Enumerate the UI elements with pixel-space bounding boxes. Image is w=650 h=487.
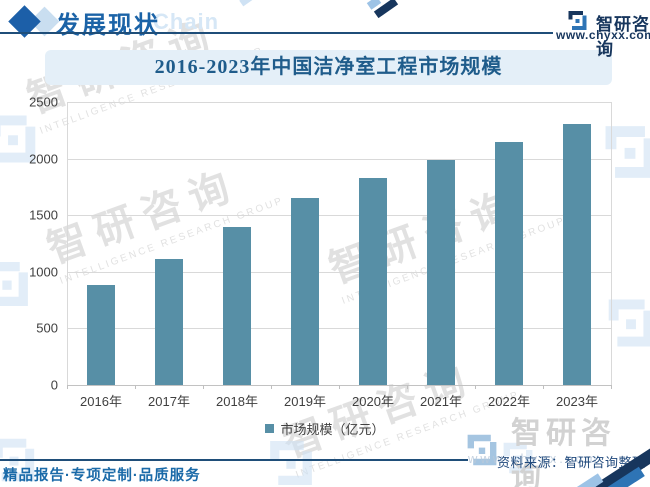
- gridline: [67, 102, 611, 103]
- gridline: [67, 328, 611, 330]
- bar-2020年: [359, 177, 387, 385]
- gridline: [67, 215, 611, 217]
- axis-tick: [611, 385, 612, 389]
- y-tick-label: 1500: [29, 207, 58, 223]
- legend-swatch-icon: [265, 424, 275, 433]
- brand-name: 智研咨询: [596, 15, 650, 59]
- axis-tick: [407, 385, 408, 389]
- chart-title: 2016-2023年中国洁净室工程市场规模: [45, 50, 612, 85]
- bar-2018年: [223, 226, 251, 385]
- x-tick-label: 2020年: [352, 394, 394, 409]
- section-title: 发展现状: [56, 12, 160, 39]
- x-tick-label: 2017年: [148, 394, 190, 409]
- axis-tick: [203, 385, 204, 389]
- y-axis: 0 500 1000 1500 2000 2500: [0, 95, 58, 393]
- plot-right-border: [611, 102, 612, 385]
- x-tick-label: 2018年: [216, 394, 258, 409]
- brand-url-link[interactable]: www.chyxx.com: [556, 28, 650, 42]
- chain-watermark-text: Chain: [153, 9, 220, 34]
- x-tick-label: 2016年: [80, 394, 122, 409]
- x-tick-label: 2022年: [488, 394, 530, 409]
- brand-logo-icon: [565, 8, 590, 38]
- bar-2017年: [155, 259, 183, 385]
- y-tick-label: 1000: [29, 264, 58, 280]
- plot-area: [67, 102, 612, 389]
- bar-2022年: [495, 141, 523, 385]
- bar-2021年: [427, 159, 455, 385]
- x-tick-label: 2021年: [420, 394, 462, 409]
- x-axis: 2016年 2017年 2018年 2019年 2020年 2021年 2022年 2023年: [67, 391, 611, 409]
- y-tick-label: 2500: [29, 94, 58, 110]
- axis-tick: [135, 385, 136, 389]
- footer-services-text: 精品报告·专项定制·品质服务: [3, 468, 201, 484]
- legend-label: 市场规模（亿元）: [280, 422, 385, 437]
- axis-tick: [339, 385, 340, 389]
- footer-divider: [0, 459, 468, 461]
- y-axis-line: [67, 102, 68, 385]
- y-tick-label: 500: [36, 320, 58, 336]
- axis-tick: [475, 385, 476, 389]
- gridline: [67, 158, 611, 160]
- bar-2016年: [87, 285, 115, 385]
- y-tick-label: 0: [50, 377, 58, 393]
- bar-2023年: [563, 123, 591, 385]
- y-tick-label: 2000: [29, 151, 58, 167]
- header-divider: [0, 32, 553, 34]
- x-tick-label: 2019年: [284, 394, 326, 409]
- gridline: [67, 271, 611, 273]
- x-tick-label: 2023年: [556, 394, 598, 409]
- axis-tick: [271, 385, 272, 389]
- axis-tick: [67, 385, 68, 389]
- chart-legend: 市场规模（亿元）: [0, 419, 650, 438]
- data-source-text: 资料来源：智研咨询整理: [497, 455, 646, 470]
- bar-2019年: [291, 197, 319, 385]
- axis-tick: [543, 385, 544, 389]
